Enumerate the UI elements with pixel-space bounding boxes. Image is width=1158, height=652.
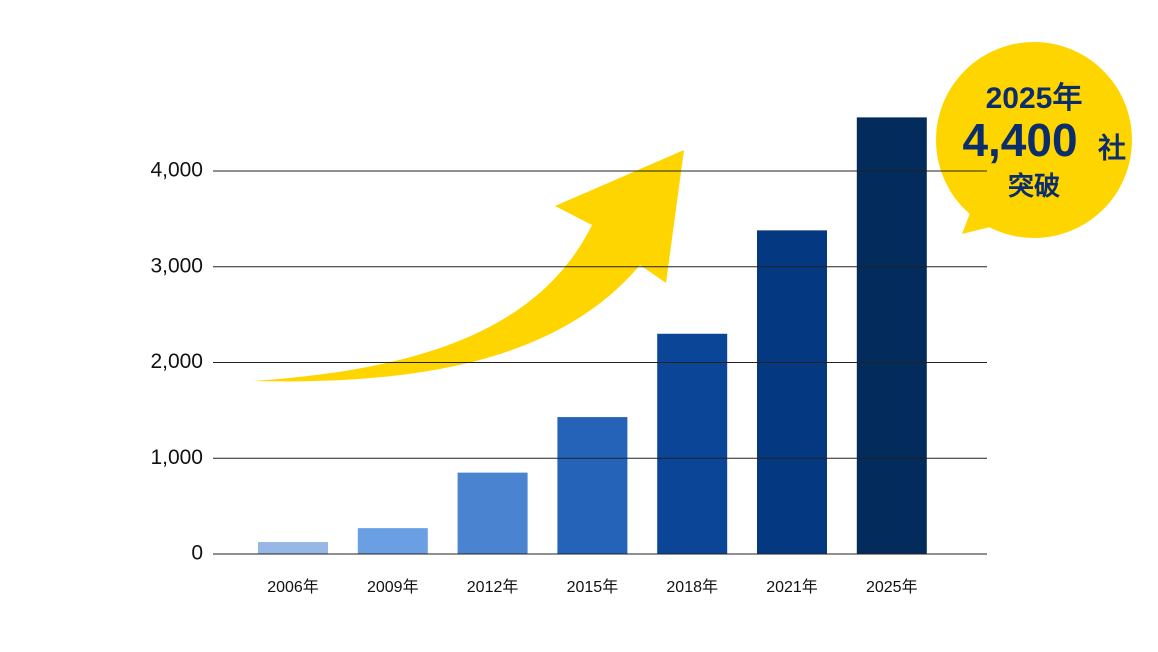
y-tick-label: 2,000 — [150, 350, 203, 373]
bar — [457, 472, 528, 554]
bar — [856, 117, 927, 554]
growth-arrow — [252, 150, 684, 382]
x-tick-label: 2009年 — [367, 578, 419, 596]
bar — [557, 417, 628, 554]
x-tick-label: 2012年 — [467, 578, 519, 596]
x-tick-label: 2018年 — [666, 578, 718, 596]
bubble-note: 突破 — [1008, 171, 1060, 201]
x-tick-label: 2025年 — [866, 578, 918, 596]
bar — [657, 333, 728, 554]
x-tick-label: 2015年 — [567, 578, 619, 596]
y-tick-label: 3,000 — [150, 254, 203, 277]
x-tick-label: 2006年 — [267, 578, 319, 596]
y-tick-label: 0 — [191, 542, 203, 565]
x-tick-label: 2021年 — [766, 578, 818, 596]
bubble-count: 4,400 — [962, 114, 1077, 166]
bubble-unit: 社 — [1098, 132, 1126, 163]
y-tick-label: 1,000 — [150, 446, 203, 469]
callout-bubble: 2025年 4,400 社 突破 — [936, 42, 1132, 238]
y-tick-label: 4,000 — [150, 159, 203, 182]
bubble-tail — [962, 200, 1010, 234]
bubble-circle — [936, 42, 1132, 238]
bar — [757, 230, 827, 555]
bar — [258, 542, 328, 554]
bar — [357, 528, 428, 554]
bubble-year: 2025年 — [986, 82, 1083, 115]
